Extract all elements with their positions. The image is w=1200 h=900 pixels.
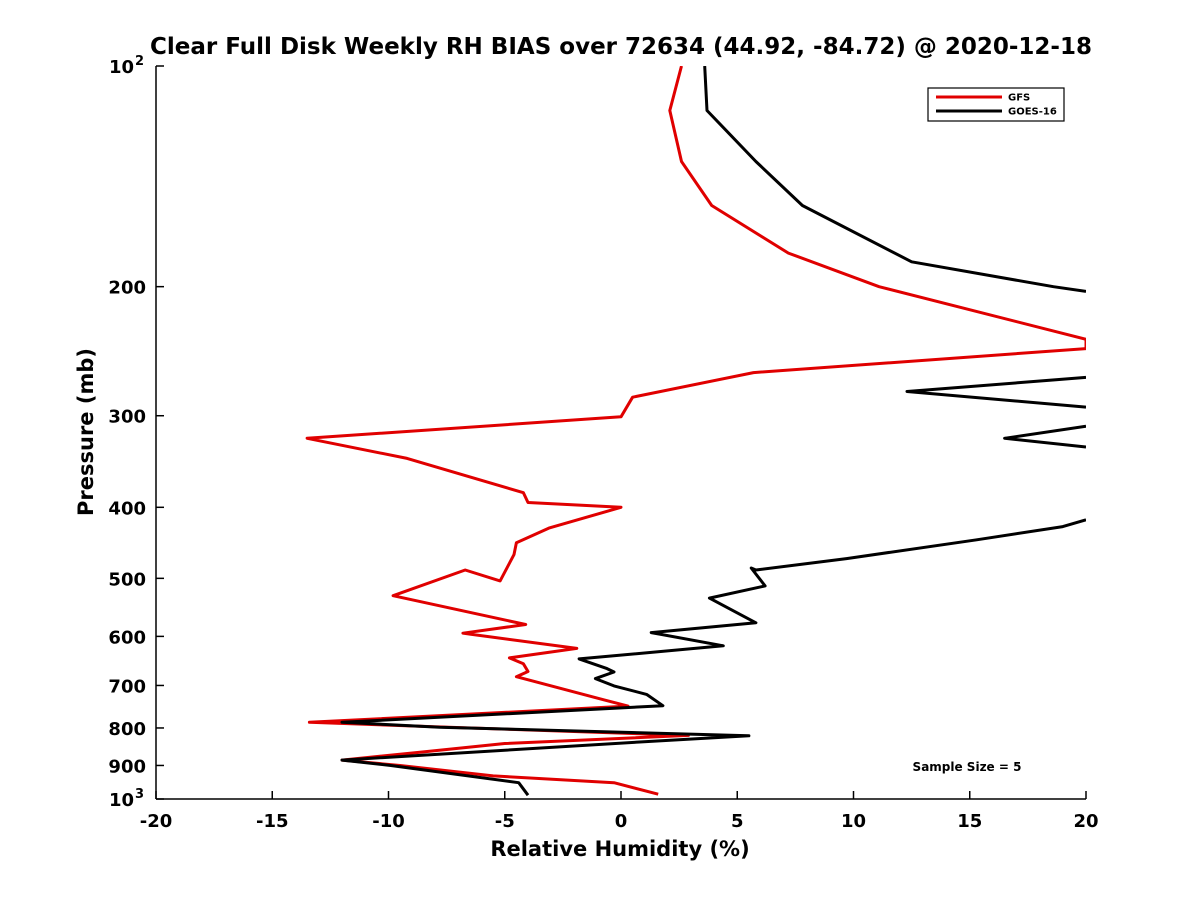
x-tick-label: 5 xyxy=(731,811,744,832)
y-tick-label: 900 xyxy=(108,756,146,777)
y-tick-label: 10 xyxy=(109,790,134,811)
data-series xyxy=(305,66,1086,797)
y-tick-label: 10 xyxy=(109,57,134,78)
x-tick-label: -10 xyxy=(372,811,405,832)
y-tick-label: 400 xyxy=(108,498,146,519)
y-tick-label: 600 xyxy=(108,627,146,648)
x-axis-ticks: -20 -15 -10 -5 0 5 10 15 20 xyxy=(140,791,1099,832)
series-line-gfs xyxy=(305,66,1086,796)
plot-area xyxy=(156,66,1086,799)
series-line-goes-16 xyxy=(340,66,1086,797)
x-tick-label: 10 xyxy=(841,811,866,832)
legend-box xyxy=(927,87,1065,122)
legend-label: GFS xyxy=(1008,93,1030,104)
x-tick-label: -5 xyxy=(495,811,515,832)
y-axis-label: Pressure (mb) xyxy=(74,348,98,516)
x-tick-label: 0 xyxy=(615,811,628,832)
y-tick-exponent: 2 xyxy=(135,54,144,69)
legend-label: GOES-16 xyxy=(1008,107,1057,118)
sample-size-annotation: Sample Size = 5 xyxy=(913,760,1022,774)
x-tick-label: -15 xyxy=(256,811,289,832)
y-tick-label: 500 xyxy=(108,569,146,590)
chart-title: Clear Full Disk Weekly RH BIAS over 7263… xyxy=(150,34,1092,60)
legend: GFS GOES-16 xyxy=(927,87,1065,122)
x-tick-label: -20 xyxy=(140,811,173,832)
y-tick-label: 300 xyxy=(108,407,146,428)
y-tick-label: 200 xyxy=(108,278,146,299)
x-axis-label: Relative Humidity (%) xyxy=(490,837,749,861)
x-tick-label: 20 xyxy=(1073,811,1098,832)
y-tick-label: 700 xyxy=(108,676,146,697)
y-tick-exponent: 3 xyxy=(135,787,144,802)
y-tick-label: 800 xyxy=(108,719,146,740)
x-tick-label: 15 xyxy=(957,811,982,832)
